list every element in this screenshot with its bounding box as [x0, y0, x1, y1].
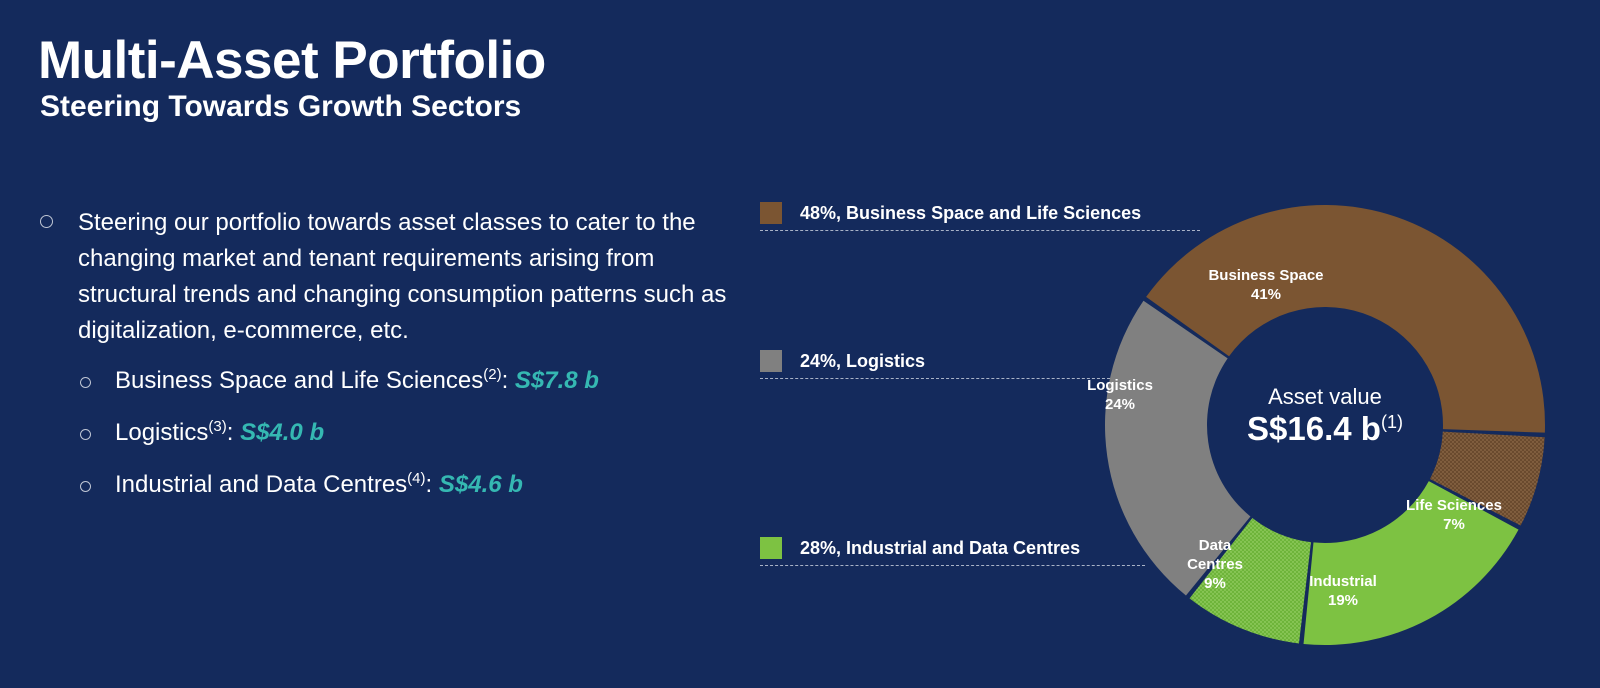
sub-bullet-label: Industrial and Data Centres: [115, 471, 408, 498]
center-footnote: (1): [1380, 412, 1403, 432]
donut-slice-life-sciences: [1429, 431, 1545, 526]
bullet-main: Steering our portfolio towards asset cla…: [40, 205, 740, 349]
bullet-list: Steering our portfolio towards asset cla…: [40, 205, 740, 519]
donut-label-life-sciences: Life Sciences 7%: [1406, 497, 1502, 533]
circle-bullet-icon: [80, 429, 91, 440]
sub-bullet-value: S$4.0 b: [240, 419, 325, 446]
circle-bullet-icon: [80, 481, 91, 492]
footnote-ref: (4): [407, 470, 426, 487]
legend-label: 24%, Logistics: [800, 351, 926, 371]
legend-swatch: [760, 202, 782, 224]
legend-label: 28%, Industrial and Data Centres: [800, 538, 1081, 558]
donut-label-industrial: Industrial 19%: [1309, 573, 1377, 609]
legend-leader-line: [760, 378, 1110, 379]
donut-chart: Business Space 41% Life Sciences 7% Industri…: [1087, 205, 1545, 645]
center-value-wrap: S$16.4 b(1): [1215, 410, 1435, 448]
sub-bullet-separator: :: [501, 367, 515, 394]
sub-bullet-value: S$7.8 b: [514, 367, 599, 394]
legend-swatch: [760, 537, 782, 559]
donut-label-logistics: Logistics 24%: [1087, 377, 1153, 413]
footnote-ref: (2): [483, 366, 502, 383]
sub-bullet-value: S$4.6 b: [438, 471, 523, 498]
center-value: S$16.4 b: [1247, 410, 1381, 447]
circle-bullet-icon: [80, 377, 91, 388]
sub-bullet-business-space: Business Space and Life Sciences(2): S$7…: [40, 363, 740, 399]
donut-slice-industrial: [1303, 481, 1519, 645]
bullet-main-text: Steering our portfolio towards asset cla…: [78, 209, 727, 344]
page-subtitle: Steering Towards Growth Sectors: [40, 90, 522, 123]
sub-bullet-label: Logistics: [115, 419, 209, 446]
footnote-ref: (3): [208, 418, 227, 435]
sub-bullet-label: Business Space and Life Sciences: [115, 367, 484, 394]
donut-slice-business-space: [1146, 205, 1545, 433]
donut-slice-data-centres: [1189, 517, 1312, 644]
donut-slice-logistics: [1105, 300, 1251, 596]
donut-label-business-space: Business Space 41%: [1208, 267, 1323, 303]
sub-bullet-logistics: Logistics(3): S$4.0 b: [40, 415, 740, 451]
circle-bullet-icon: [40, 215, 53, 228]
sub-bullet-separator: :: [425, 471, 439, 498]
sub-bullet-separator: :: [226, 419, 241, 446]
page-title: Multi-Asset Portfolio: [38, 31, 546, 90]
legend-leader-line: [760, 565, 1145, 566]
legend-swatch: [760, 350, 782, 372]
sub-bullet-list: Business Space and Life Sciences(2): S$7…: [40, 363, 740, 503]
center-caption: Asset value: [1268, 384, 1382, 409]
legend-leader-line: [760, 230, 1200, 231]
sub-bullet-industrial: Industrial and Data Centres(4): S$4.6 b: [40, 467, 740, 503]
donut-label-data-centres: Data Centres 9%: [1187, 537, 1243, 592]
legend-label: 48%, Business Space and Life Sciences: [800, 203, 1142, 223]
